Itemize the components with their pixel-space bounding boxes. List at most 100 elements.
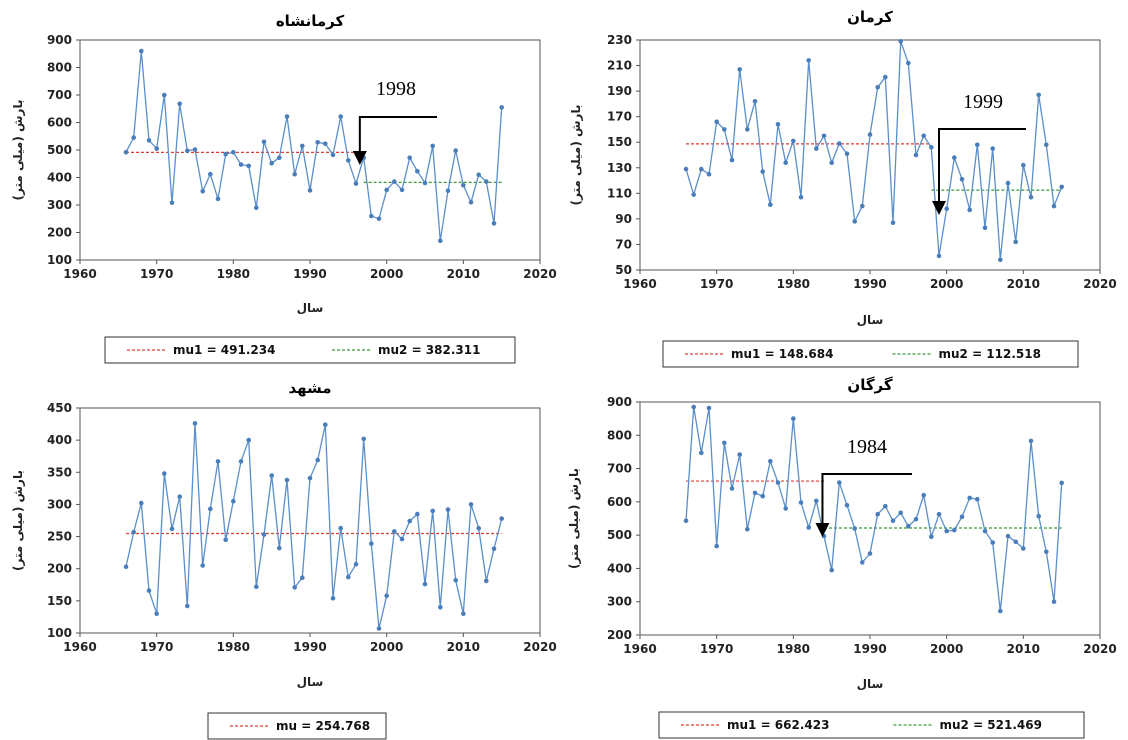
y-tick-label: 350 [47,465,72,479]
change-point-year: 1984 [847,436,887,458]
data-point [461,611,466,616]
y-tick-label: 600 [607,495,632,509]
data-point [768,458,773,464]
data-point [683,166,689,172]
change-point-arrow [938,128,1026,203]
data-point [998,608,1003,614]
data-point [982,528,988,534]
data-point [315,140,321,145]
data-point [384,593,390,598]
data-point [921,133,926,139]
data-point [200,563,205,568]
data-point [330,152,336,158]
x-tick-label: 2000 [930,642,963,656]
data-point [215,459,221,464]
data-point [399,536,405,542]
change-point-arrow [358,116,437,153]
data-point [215,196,221,202]
data-point [307,188,313,193]
data-point [714,543,719,549]
data-point [929,145,934,150]
data-point [169,526,175,532]
y-tick-label: 210 [607,59,632,73]
x-tick-label: 1960 [623,277,656,291]
data-point [369,541,374,546]
x-tick-label: 2020 [523,640,556,654]
x-tick-label: 1970 [140,640,173,654]
data-point [952,155,957,160]
data-point [246,437,251,443]
data-point [714,119,719,125]
data-point [323,141,328,146]
data-point [990,540,995,545]
data-point [269,473,275,478]
data-point [944,528,949,534]
x-tick-label: 1960 [63,640,96,654]
data-point [238,162,244,167]
data-point [323,422,328,428]
data-point [814,146,819,151]
data-point [883,503,888,509]
x-tick-label: 1990 [293,640,326,654]
data-point [860,203,865,209]
data-point [208,171,213,177]
data-point [883,74,888,80]
data-point [399,187,405,193]
data-point [837,141,842,146]
y-tick-label: 100 [47,626,72,640]
series-line [685,41,1063,260]
data-point [154,146,159,151]
x-tick-label: 1990 [853,277,886,291]
arrow-head [815,523,830,537]
series-line [125,50,503,241]
data-point [146,138,152,143]
data-point [476,172,482,178]
y-axis-label: بارش (میلی متر) [567,468,581,569]
y-tick-label: 900 [607,395,632,409]
legend: mu = 254.768 [207,712,387,740]
data-point [967,207,972,213]
chart-title: کرمان [847,8,893,26]
data-point [392,179,397,184]
data-point [1005,533,1011,539]
data-point [1021,162,1026,168]
data-point [798,194,804,200]
data-point [208,506,213,512]
y-tick-label: 190 [607,84,632,98]
y-tick-label: 700 [47,88,72,102]
data-point [852,526,857,531]
y-tick-label: 500 [607,528,632,542]
data-point [722,440,727,446]
data-point [975,496,980,502]
data-point [936,511,942,517]
data-point [300,143,305,149]
legend-label-2: mu2 = 382.311 [378,343,480,357]
x-axis-label: سال [857,313,884,327]
data-point [913,152,919,158]
y-tick-label: 100 [47,253,72,267]
x-tick-label: 2000 [930,277,963,291]
y-tick-label: 70 [615,237,632,251]
data-point [683,518,689,524]
data-point [192,421,198,426]
chart-panel-1: کرمانشاه 100 200 300 400 500 600 700 800 900 1960 1… [11,12,557,364]
y-tick-label: 200 [47,562,72,576]
data-point [936,253,942,259]
data-point [139,48,144,54]
arrow-head [352,151,367,165]
data-point [1013,239,1018,245]
plot-frame [79,407,541,634]
x-tick-label: 1960 [623,642,656,656]
plot-frame [79,39,541,261]
y-axis-label: بارش (میلی متر) [569,105,583,206]
data-point [829,160,834,165]
data-point [806,525,811,530]
data-point [292,171,298,177]
data-point [1036,92,1041,98]
data-point [277,545,282,551]
data-point [760,493,765,499]
x-tick-label: 2020 [1083,642,1116,656]
y-tick-label: 400 [47,171,72,185]
legend: mu1 = 662.423 mu2 = 521.469 [658,711,1085,739]
data-point [944,206,949,211]
